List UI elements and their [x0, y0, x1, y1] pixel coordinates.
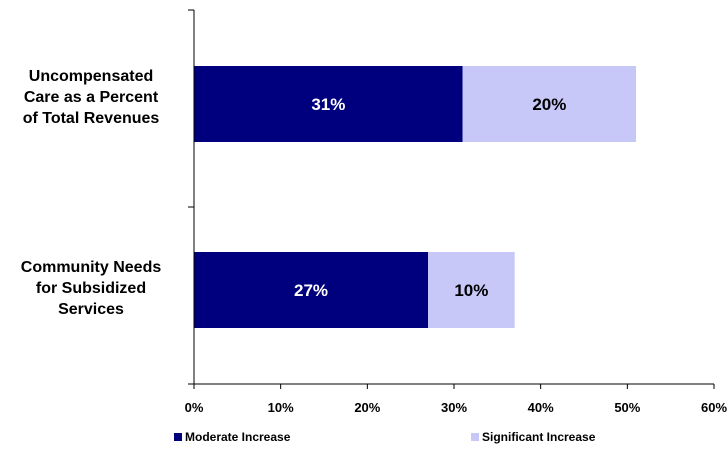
category-label-line: Community Needs	[20, 259, 162, 276]
x-tick-label-5: 50%	[614, 400, 640, 415]
bar-moderate-cat1	[194, 252, 428, 328]
axes-group	[188, 9, 715, 389]
legend-swatch-significant-increase	[471, 433, 479, 441]
bar-significant-cat0	[462, 66, 636, 142]
x-tick-label-1: 10%	[268, 400, 294, 415]
bar-significant-cat1	[428, 252, 515, 328]
x-tick-label-3: 30%	[441, 400, 467, 415]
category-label-line: of Total Revenues	[22, 110, 160, 127]
legend-swatch-moderate-increase	[174, 433, 182, 441]
legend-label-moderate-increase: Moderate Increase	[185, 430, 291, 444]
legend-item-moderate-increase: Moderate Increase	[174, 429, 290, 445]
data-label-moderate-cat0: 31%	[311, 95, 345, 114]
category-label-line: Services	[58, 301, 124, 318]
x-tick-label-2: 20%	[354, 400, 380, 415]
bar-moderate-cat0	[194, 66, 463, 142]
data-label-significant-cat1: 10%	[454, 281, 488, 300]
data-label-moderate-cat1: 27%	[294, 281, 328, 300]
category-label-line: for Subsidized	[35, 280, 147, 297]
x-tick-label-6: 60%	[701, 400, 727, 415]
legend-item-significant-increase: Significant Increase	[471, 429, 595, 445]
x-tick-label-0: 0%	[185, 400, 204, 415]
legend-label-significant-increase: Significant Increase	[482, 430, 596, 444]
x-tick-label-4: 40%	[528, 400, 554, 415]
tick-labels-group: 0% 10% 20% 30% 40% 50% 60%	[185, 400, 728, 415]
bars-group: 31% 20% 27% 10%	[194, 66, 636, 328]
data-label-significant-cat0: 20%	[532, 95, 566, 114]
category-label-uncompensated-care: Uncompensated Care as a Percent of Total…	[0, 66, 182, 129]
category-label-line: Uncompensated	[28, 68, 154, 85]
category-label-line: Care as a Percent	[23, 89, 159, 106]
category-label-community-needs: Community Needs for Subsidized Services	[0, 257, 182, 320]
